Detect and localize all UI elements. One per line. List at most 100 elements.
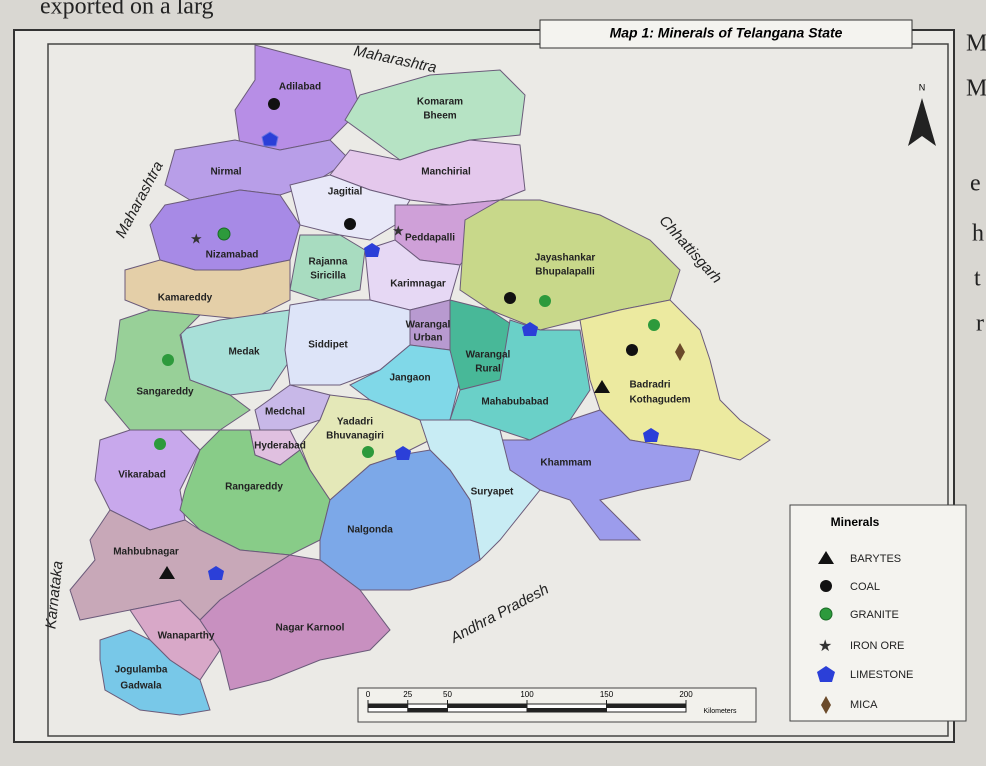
district-label: Khammam xyxy=(540,458,591,469)
district-label: Nalgonda xyxy=(347,525,393,536)
legend-symbol xyxy=(818,551,834,564)
barytes-symbol xyxy=(594,380,610,393)
coal-symbol xyxy=(504,292,516,304)
legend-title: Minerals xyxy=(831,515,880,529)
scale-tick-label: 150 xyxy=(600,690,614,699)
district-label: Urban xyxy=(414,333,443,344)
legend-label: MICA xyxy=(850,699,878,711)
district xyxy=(499,409,701,541)
district-label: Mahbubnagar xyxy=(113,547,179,558)
district-label: Yadadri xyxy=(337,417,373,428)
granite-symbol xyxy=(162,354,174,366)
granite-symbol xyxy=(362,446,374,458)
legend-symbol xyxy=(820,580,832,592)
district-label: Adilabad xyxy=(279,82,321,93)
district-label: Bhuvanagiri xyxy=(326,431,384,442)
legend-symbol xyxy=(817,666,835,682)
district-label: Bhupalapalli xyxy=(535,267,595,278)
mica-symbol xyxy=(675,343,685,361)
district-label: Warangal xyxy=(406,320,451,331)
district-label: Jayashankar xyxy=(535,253,596,264)
limestone-symbol xyxy=(364,243,380,257)
district-label: Warangal xyxy=(466,350,511,361)
legend-label: IRON ORE xyxy=(850,640,904,652)
page-text: t xyxy=(974,266,981,292)
districts xyxy=(69,44,771,716)
district-label: Jogulamba xyxy=(115,665,168,676)
scale-segment xyxy=(447,704,527,708)
limestone-symbol xyxy=(261,131,279,147)
coal-symbol xyxy=(626,344,638,356)
district-label: Hyderabad xyxy=(254,441,306,452)
district-label: Vikarabad xyxy=(118,470,166,481)
granite-symbol xyxy=(539,295,551,307)
limestone-symbol xyxy=(643,428,659,442)
legend-label: COAL xyxy=(850,581,880,593)
page-text: h xyxy=(972,221,984,247)
scale-segment xyxy=(368,704,408,708)
district-label: Mahabubabad xyxy=(481,397,548,408)
legend-symbol: ★ xyxy=(818,638,832,655)
district-label: Medchal xyxy=(265,407,305,418)
district xyxy=(344,69,526,161)
scale-segment xyxy=(606,704,686,708)
page-text: e xyxy=(970,171,981,197)
district-label: Jangaon xyxy=(389,373,430,384)
district-labels: Adilabad Komaram Bheem Nirmal Manchirial… xyxy=(113,82,690,692)
scale-tick-label: 50 xyxy=(443,690,452,699)
district-label: Rajanna xyxy=(309,257,348,268)
page-text: exported on a larg xyxy=(40,0,214,20)
north-arrow xyxy=(908,98,936,146)
limestone-symbol xyxy=(208,566,224,580)
page-text: r xyxy=(976,311,984,337)
district-label: Peddapalli xyxy=(405,233,455,244)
map-inner-frame xyxy=(47,43,949,737)
district-label: Siricilla xyxy=(310,271,346,282)
district-label: Badradri xyxy=(629,380,670,391)
iron-ore-symbol: ★ xyxy=(190,231,203,247)
district xyxy=(199,554,391,691)
district-label: Kamareddy xyxy=(158,293,213,304)
limestone-symbol xyxy=(395,446,411,460)
mineral-symbols: ★ ★ xyxy=(154,98,685,580)
limestone-symbol xyxy=(522,322,538,336)
district-label: Karimnagar xyxy=(390,279,446,290)
district xyxy=(319,449,481,591)
granite-symbol xyxy=(154,438,166,450)
district xyxy=(104,309,251,431)
page-text: M xyxy=(966,76,986,102)
district-label: Wanaparthy xyxy=(158,631,215,642)
north-label: N xyxy=(919,82,926,92)
legend-label: LIMESTONE xyxy=(850,669,913,681)
coal-symbol xyxy=(344,218,356,230)
map-title: Map 1: Minerals of Telangana State xyxy=(610,25,843,41)
title-box xyxy=(539,19,913,49)
legend-label: BARYTES xyxy=(850,553,901,565)
district-label: Suryapet xyxy=(471,487,514,498)
district-label: Nizamabad xyxy=(206,250,259,261)
district-label: Nagar Karnool xyxy=(276,623,345,634)
district-label: Jagitial xyxy=(328,187,363,198)
district-label: Rural xyxy=(475,364,501,375)
scale-tick-label: 25 xyxy=(403,690,412,699)
granite-symbol xyxy=(648,319,660,331)
district-label: Manchirial xyxy=(421,167,471,178)
legend-box xyxy=(789,504,967,722)
district-label: Bheem xyxy=(423,111,456,122)
district xyxy=(124,259,291,321)
legend-symbol xyxy=(819,607,833,621)
granite-symbol xyxy=(217,227,231,241)
coal-symbol xyxy=(268,98,280,110)
iron-ore-symbol: ★ xyxy=(392,223,405,239)
legend: Minerals BARYTES COAL GRANITE ★ IRON ORE… xyxy=(789,504,967,722)
scale-tick-label: 0 xyxy=(366,690,371,699)
scale-tick-label: 200 xyxy=(679,690,693,699)
district-label: Sangareddy xyxy=(136,387,194,398)
scale-tick-label: 100 xyxy=(520,690,534,699)
page-text: M xyxy=(966,31,986,57)
district-label: Komaram xyxy=(417,97,463,108)
district-label: Nirmal xyxy=(210,167,241,178)
district-label: Medak xyxy=(228,347,260,358)
scale-bar: Kilometers 0 25 50 100 150 200 xyxy=(357,687,757,723)
